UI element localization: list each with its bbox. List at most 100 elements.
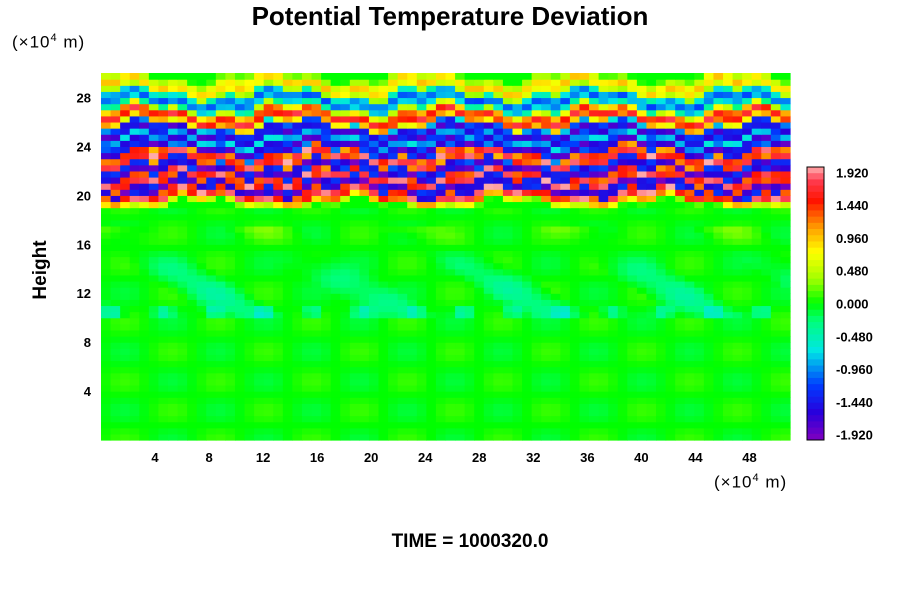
heatmap-cell	[617, 183, 628, 190]
heatmap-cell	[225, 73, 236, 80]
heatmap-cell	[282, 311, 293, 319]
heatmap-cell	[742, 103, 753, 111]
heatmap-cell	[474, 427, 485, 435]
heatmap-cell	[388, 384, 399, 392]
heatmap-cell	[703, 299, 715, 307]
heatmap-cell	[148, 293, 160, 300]
heatmap-cell	[282, 372, 293, 380]
heatmap-cell	[416, 244, 427, 251]
heatmap-cell	[340, 305, 351, 313]
heatmap-cell	[148, 256, 160, 264]
heatmap-cell	[445, 378, 456, 386]
heatmap-cell	[483, 403, 494, 411]
heatmap-cell	[378, 170, 389, 178]
heatmap-cell	[225, 232, 236, 239]
heatmap-cell	[684, 274, 695, 282]
heatmap-cell	[129, 384, 140, 392]
heatmap-cell	[234, 152, 246, 160]
heatmap-cell	[234, 268, 246, 276]
heatmap-cell	[368, 85, 380, 92]
heatmap-cell	[483, 256, 494, 264]
heatmap-cell	[512, 427, 523, 435]
heatmap-cell	[483, 176, 494, 184]
heatmap-cell	[493, 103, 504, 111]
heatmap-cell	[321, 342, 332, 349]
heatmap-cell	[780, 134, 791, 141]
heatmap-cell	[684, 183, 695, 190]
heatmap-cell	[646, 232, 657, 239]
heatmap-cell	[627, 427, 638, 435]
heatmap-cell	[388, 201, 399, 209]
heatmap-cell	[234, 146, 246, 154]
heatmap-cell	[158, 225, 169, 233]
heatmap-cell	[110, 79, 121, 86]
heatmap-cell	[206, 244, 217, 251]
heatmap-cell	[713, 170, 724, 178]
heatmap-cell	[187, 176, 198, 184]
heatmap-cell	[349, 115, 360, 123]
heatmap-cell	[742, 183, 753, 190]
heatmap-cell	[665, 421, 676, 429]
heatmap-cell	[139, 262, 150, 270]
heatmap-cell	[282, 280, 293, 288]
heatmap-cell	[445, 360, 456, 368]
heatmap-cell	[464, 140, 475, 147]
heatmap-cell	[761, 409, 772, 417]
heatmap-cell	[110, 201, 121, 209]
heatmap-cell	[416, 164, 427, 172]
heatmap-cell	[656, 250, 667, 258]
heatmap-cell	[541, 421, 552, 429]
heatmap-cell	[349, 158, 360, 166]
heatmap-cell	[742, 421, 753, 429]
heatmap-cell	[110, 152, 121, 160]
heatmap-cell	[301, 164, 313, 172]
heatmap-cell	[101, 232, 112, 239]
heatmap-cell	[483, 268, 494, 276]
heatmap-cell	[684, 213, 695, 221]
heatmap-cell	[273, 397, 284, 404]
heatmap-cell	[282, 97, 293, 105]
heatmap-cell	[656, 391, 667, 398]
heatmap-cell	[330, 219, 341, 227]
heatmap-cell	[656, 378, 667, 386]
heatmap-cell	[349, 256, 360, 264]
heatmap-cell	[751, 378, 762, 386]
heatmap-cell	[139, 342, 150, 349]
heatmap-cell	[426, 73, 437, 80]
heatmap-cell	[598, 384, 609, 392]
heatmap-cell	[646, 360, 657, 368]
heatmap-cell	[311, 262, 322, 270]
heatmap-cell	[560, 366, 571, 374]
heatmap-cell	[101, 183, 112, 190]
heatmap-cell	[311, 378, 322, 386]
heatmap-cell	[751, 433, 762, 441]
heatmap-cell	[378, 305, 389, 313]
heatmap-cell	[435, 354, 447, 362]
heatmap-cell	[349, 317, 360, 325]
heatmap-cell	[569, 342, 581, 349]
heatmap-cell	[359, 372, 370, 380]
heatmap-cell	[703, 176, 715, 184]
heatmap-cell	[378, 421, 389, 429]
heatmap-cell	[244, 427, 255, 435]
heatmap-cell	[560, 262, 571, 270]
heatmap-cell	[550, 207, 561, 215]
heatmap-cell	[569, 250, 581, 258]
heatmap-cell	[196, 409, 207, 417]
heatmap-cell	[206, 372, 217, 380]
heatmap-cell	[359, 421, 370, 429]
heatmap-cell	[254, 360, 265, 368]
heatmap-cell	[742, 329, 753, 337]
heatmap-cell	[397, 225, 408, 233]
heatmap-cell	[445, 183, 456, 190]
heatmap-cell	[225, 415, 236, 423]
heatmap-cell	[723, 317, 734, 325]
heatmap-cell	[531, 219, 542, 227]
heatmap-cell	[646, 238, 657, 245]
heatmap-cell	[349, 427, 360, 435]
heatmap-cell	[550, 268, 561, 276]
heatmap-cell	[589, 274, 600, 282]
heatmap-cell	[378, 201, 389, 209]
heatmap-cell	[780, 213, 791, 221]
heatmap-cell	[292, 244, 303, 251]
